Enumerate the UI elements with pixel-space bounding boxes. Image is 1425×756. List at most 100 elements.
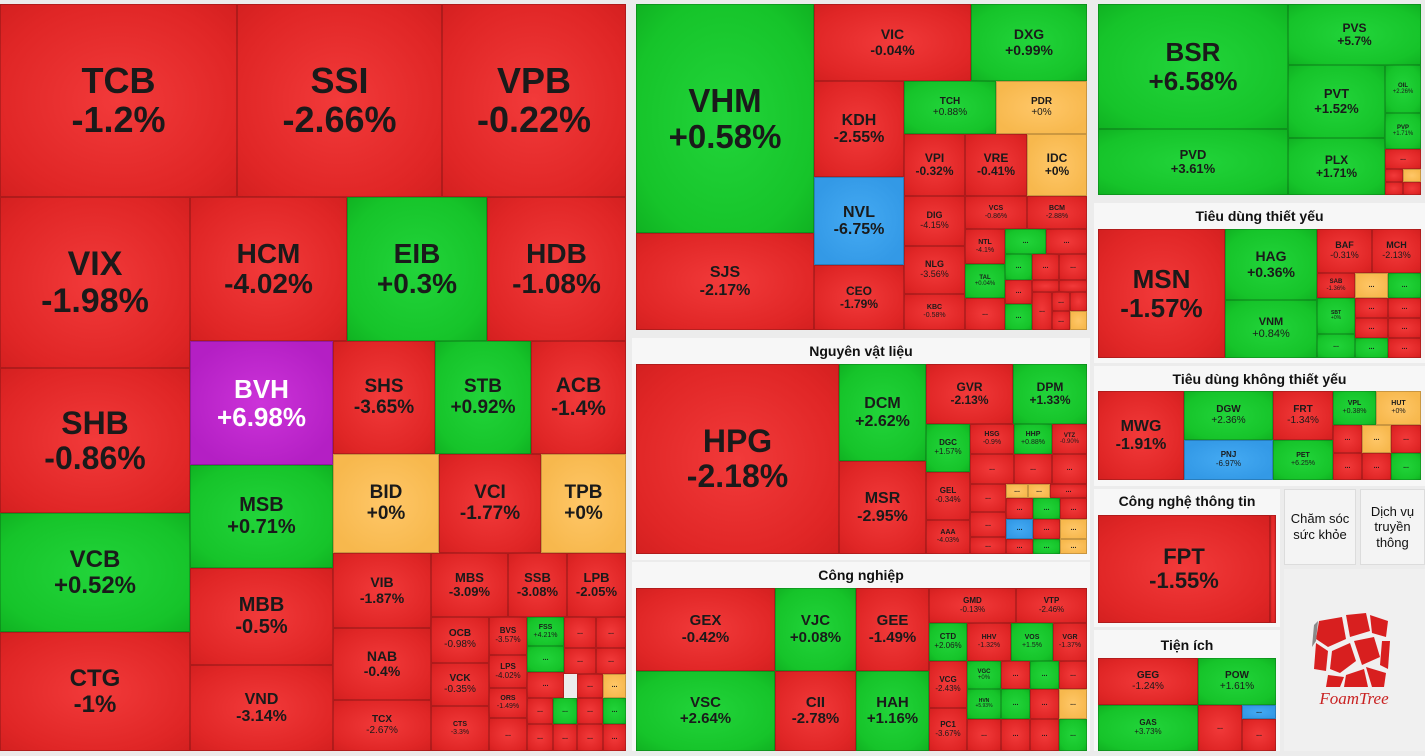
stock-tile-more[interactable]: ... — [1355, 273, 1388, 298]
stock-tile-more[interactable]: ... — [553, 724, 577, 751]
stock-tile-more[interactable]: ... — [1052, 454, 1087, 484]
stock-tile-kdh[interactable]: KDH -2.55% — [814, 81, 904, 177]
stock-tile-more[interactable]: ... — [1001, 689, 1030, 719]
stock-tile-sab[interactable]: SAB -1.36% — [1317, 273, 1355, 298]
stock-tile-more[interactable]: ... — [527, 646, 564, 672]
stock-tile-dpm[interactable]: DPM +1.33% — [1013, 364, 1087, 424]
stock-tile-vtp[interactable]: VTP -2.46% — [1016, 588, 1087, 623]
stock-tile-pet[interactable]: PET +6.25% — [1273, 440, 1333, 480]
stock-tile-more[interactable]: ... — [603, 698, 626, 724]
stock-tile-mwg[interactable]: MWG -1.91% — [1098, 391, 1184, 480]
stock-tile-more[interactable]: ... — [1032, 254, 1059, 280]
stock-tile-ocb[interactable]: OCB -0.98% — [431, 617, 489, 663]
stock-tile-more[interactable]: ... — [603, 724, 626, 751]
stock-tile-gex[interactable]: GEX -0.42% — [636, 588, 775, 671]
stock-tile-more[interactable]: ... — [1060, 519, 1087, 539]
stock-tile-stb[interactable]: STB +0.92% — [435, 341, 531, 454]
stock-tile-more[interactable]: ... — [970, 454, 1014, 484]
stock-tile-oil[interactable]: OIL +2.26% — [1385, 65, 1421, 113]
stock-tile-more[interactable]: ... — [1006, 539, 1033, 554]
stock-tile-more[interactable]: ... — [1030, 661, 1059, 689]
stock-tile-more[interactable]: ... — [1032, 292, 1052, 330]
stock-tile-ctd[interactable]: CTD +2.06% — [929, 623, 967, 661]
stock-tile-cts[interactable]: CTS -3.3% — [431, 706, 489, 751]
stock-tile-frt[interactable]: FRT -1.34% — [1273, 391, 1333, 440]
stock-tile-more[interactable]: ... — [1052, 292, 1070, 311]
stock-tile-more[interactable]: ... — [1059, 689, 1087, 719]
stock-tile-more[interactable]: ... — [489, 718, 527, 751]
stock-tile-more[interactable] — [1403, 182, 1421, 195]
stock-tile-vcs[interactable]: VCS -0.86% — [965, 196, 1027, 229]
stock-tile-vnm[interactable]: VNM +0.84% — [1225, 300, 1317, 358]
stock-tile-vcb[interactable]: VCB +0.52% — [0, 513, 190, 632]
stock-tile-vcg[interactable]: VCG -2.43% — [929, 661, 967, 708]
stock-tile-more[interactable]: ... — [970, 537, 1006, 554]
stock-tile-pvs[interactable]: PVS +5.7% — [1288, 4, 1421, 65]
stock-tile-vre[interactable]: VRE -0.41% — [965, 134, 1027, 196]
stock-tile-tch[interactable]: TCH +0.88% — [904, 81, 996, 134]
stock-tile-kbc[interactable]: KBC -0.58% — [904, 294, 965, 330]
stock-tile-more[interactable]: ... — [1317, 334, 1355, 358]
stock-tile-gee[interactable]: GEE -1.49% — [856, 588, 929, 671]
stock-tile-more[interactable]: ... — [1060, 498, 1087, 519]
stock-tile-acb[interactable]: ACB -1.4% — [531, 341, 626, 454]
stock-tile-more[interactable]: ... — [1052, 311, 1070, 330]
stock-tile-ors[interactable]: ORS -1.49% — [489, 688, 527, 718]
stock-tile-more[interactable]: ... — [1385, 149, 1421, 169]
stock-tile-more[interactable]: ... — [1388, 318, 1421, 338]
stock-tile-dgw[interactable]: DGW +2.36% — [1184, 391, 1273, 440]
stock-tile-more[interactable]: ... — [1005, 229, 1046, 254]
stock-tile-more[interactable]: ... — [1388, 273, 1421, 298]
stock-tile-dgc[interactable]: DGC +1.57% — [926, 424, 970, 472]
stock-tile-msr[interactable]: MSR -2.95% — [839, 461, 926, 554]
stock-tile-pc1[interactable]: PC1 -3.67% — [929, 708, 967, 751]
stock-tile-ssb[interactable]: SSB -3.08% — [508, 553, 567, 617]
stock-tile-more[interactable]: ... — [1388, 298, 1421, 318]
stock-tile-more[interactable]: ... — [1333, 425, 1362, 453]
stock-tile-more[interactable]: ... — [1242, 719, 1276, 751]
stock-tile-more[interactable]: ... — [564, 648, 596, 674]
stock-tile-hah[interactable]: HAH +1.16% — [856, 671, 929, 751]
stock-tile-lps[interactable]: LPS -4.02% — [489, 655, 527, 688]
stock-tile-more[interactable]: ... — [965, 298, 1005, 330]
stock-tile-sbt[interactable]: SBT +0% — [1317, 298, 1355, 334]
stock-tile-more[interactable]: ... — [1006, 519, 1033, 539]
stock-tile-more[interactable]: ... — [1001, 661, 1030, 689]
stock-tile-vpl[interactable]: VPL +0.38% — [1333, 391, 1376, 425]
stock-tile-idc[interactable]: IDC +0% — [1027, 134, 1087, 196]
stock-tile-hhp[interactable]: HHP +0.88% — [1014, 424, 1052, 454]
stock-tile-eib[interactable]: EIB +0.3% — [347, 197, 487, 341]
stock-tile-vib[interactable]: VIB -1.87% — [333, 553, 431, 628]
stock-tile-more[interactable]: ... — [1388, 338, 1421, 358]
stock-tile-more[interactable]: ... — [603, 674, 626, 698]
stock-tile-more[interactable] — [1270, 515, 1276, 623]
stock-tile-pvp[interactable]: PVP +1.71% — [1385, 113, 1421, 149]
stock-tile-vnd[interactable]: VND -3.14% — [190, 665, 333, 751]
stock-tile-more[interactable] — [1032, 280, 1059, 292]
stock-tile-tcx[interactable]: TCX -2.67% — [333, 700, 431, 751]
stock-tile-mbs[interactable]: MBS -3.09% — [431, 553, 508, 617]
stock-tile-ssi[interactable]: SSI -2.66% — [237, 4, 442, 197]
stock-tile-more[interactable]: ... — [1242, 705, 1276, 719]
stock-tile-ceo[interactable]: CEO -1.79% — [814, 265, 904, 330]
stock-tile-fss[interactable]: FSS +4.21% — [527, 617, 564, 646]
sector-health[interactable]: Chăm sóc sức khỏe — [1284, 489, 1356, 565]
stock-tile-more[interactable]: ... — [553, 698, 577, 724]
stock-tile-shb[interactable]: SHB -0.86% — [0, 368, 190, 513]
stock-tile-more[interactable]: ... — [1005, 280, 1032, 304]
stock-tile-more[interactable]: ... — [1033, 519, 1060, 539]
stock-tile-nlg[interactable]: NLG -3.56% — [904, 246, 965, 294]
stock-tile-vic[interactable]: VIC -0.04% — [814, 4, 971, 81]
stock-tile-vgr[interactable]: VGR -1.37% — [1053, 623, 1087, 661]
stock-tile-more[interactable]: ... — [577, 698, 603, 724]
sector-services[interactable]: Dịch vụ truyền thông — [1360, 489, 1425, 565]
stock-tile-vck[interactable]: VCK -0.35% — [431, 663, 489, 706]
stock-tile-vos[interactable]: VOS +1.5% — [1011, 623, 1053, 661]
stock-tile-more[interactable] — [1070, 311, 1087, 330]
stock-tile-bcm[interactable]: BCM -2.88% — [1027, 196, 1087, 229]
stock-tile-bsr[interactable]: BSR +6.58% — [1098, 4, 1288, 129]
stock-tile-vsc[interactable]: VSC +2.64% — [636, 671, 775, 751]
stock-tile-gas[interactable]: GAS +3.73% — [1098, 705, 1198, 751]
stock-tile-more[interactable]: ... — [1005, 254, 1032, 280]
stock-tile-more[interactable]: ... — [1059, 719, 1087, 751]
